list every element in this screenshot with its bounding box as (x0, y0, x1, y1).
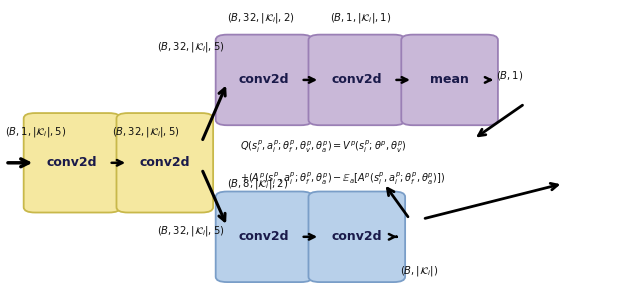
Text: mean: mean (430, 73, 469, 86)
FancyBboxPatch shape (116, 113, 213, 213)
FancyBboxPatch shape (308, 35, 405, 125)
Text: $(B,1,|\mathcal{K}_i|,1)$: $(B,1,|\mathcal{K}_i|,1)$ (330, 11, 391, 25)
Text: $Q(s_i^p,a_i^p;\theta_f^p,\theta_v^p,\theta_a^p)=V^p(s_i^p;\theta^p,\theta_v^p)$: $Q(s_i^p,a_i^p;\theta_f^p,\theta_v^p,\th… (240, 138, 407, 155)
Text: $(B,1,|\mathcal{K}_i|,5)$: $(B,1,|\mathcal{K}_i|,5)$ (5, 125, 67, 139)
Text: conv2d: conv2d (239, 230, 289, 243)
Text: $(B,32,|\mathcal{K}_i|,5)$: $(B,32,|\mathcal{K}_i|,5)$ (112, 125, 179, 139)
FancyBboxPatch shape (401, 35, 498, 125)
Text: $+(A^p(s_i^p,a_i^p;\theta_f^p,\theta_a^p)-\mathbb{E}_a[A^p(s_i^p,a_i^p;\theta_f^: $+(A^p(s_i^p,a_i^p;\theta_f^p,\theta_a^p… (240, 171, 445, 187)
Text: conv2d: conv2d (239, 73, 289, 86)
Text: conv2d: conv2d (332, 230, 382, 243)
FancyBboxPatch shape (24, 113, 120, 213)
Text: $(B,8,|\mathcal{K}_i|,2)$: $(B,8,|\mathcal{K}_i|,2)$ (227, 176, 289, 191)
Text: conv2d: conv2d (332, 73, 382, 86)
Text: $(B,1)$: $(B,1)$ (496, 69, 524, 82)
Text: $(B,32,|\mathcal{K}_i|,5)$: $(B,32,|\mathcal{K}_i|,5)$ (157, 224, 224, 238)
Text: conv2d: conv2d (140, 156, 190, 169)
Text: $(B,32,|\mathcal{K}_i|,2)$: $(B,32,|\mathcal{K}_i|,2)$ (227, 11, 294, 25)
FancyBboxPatch shape (308, 192, 405, 282)
Text: conv2d: conv2d (47, 156, 97, 169)
Text: $(B,|\mathcal{K}_i|)$: $(B,|\mathcal{K}_i|)$ (400, 264, 438, 278)
FancyBboxPatch shape (216, 192, 312, 282)
Text: $(B,32,|\mathcal{K}_i|,5)$: $(B,32,|\mathcal{K}_i|,5)$ (157, 40, 224, 54)
FancyBboxPatch shape (216, 35, 312, 125)
